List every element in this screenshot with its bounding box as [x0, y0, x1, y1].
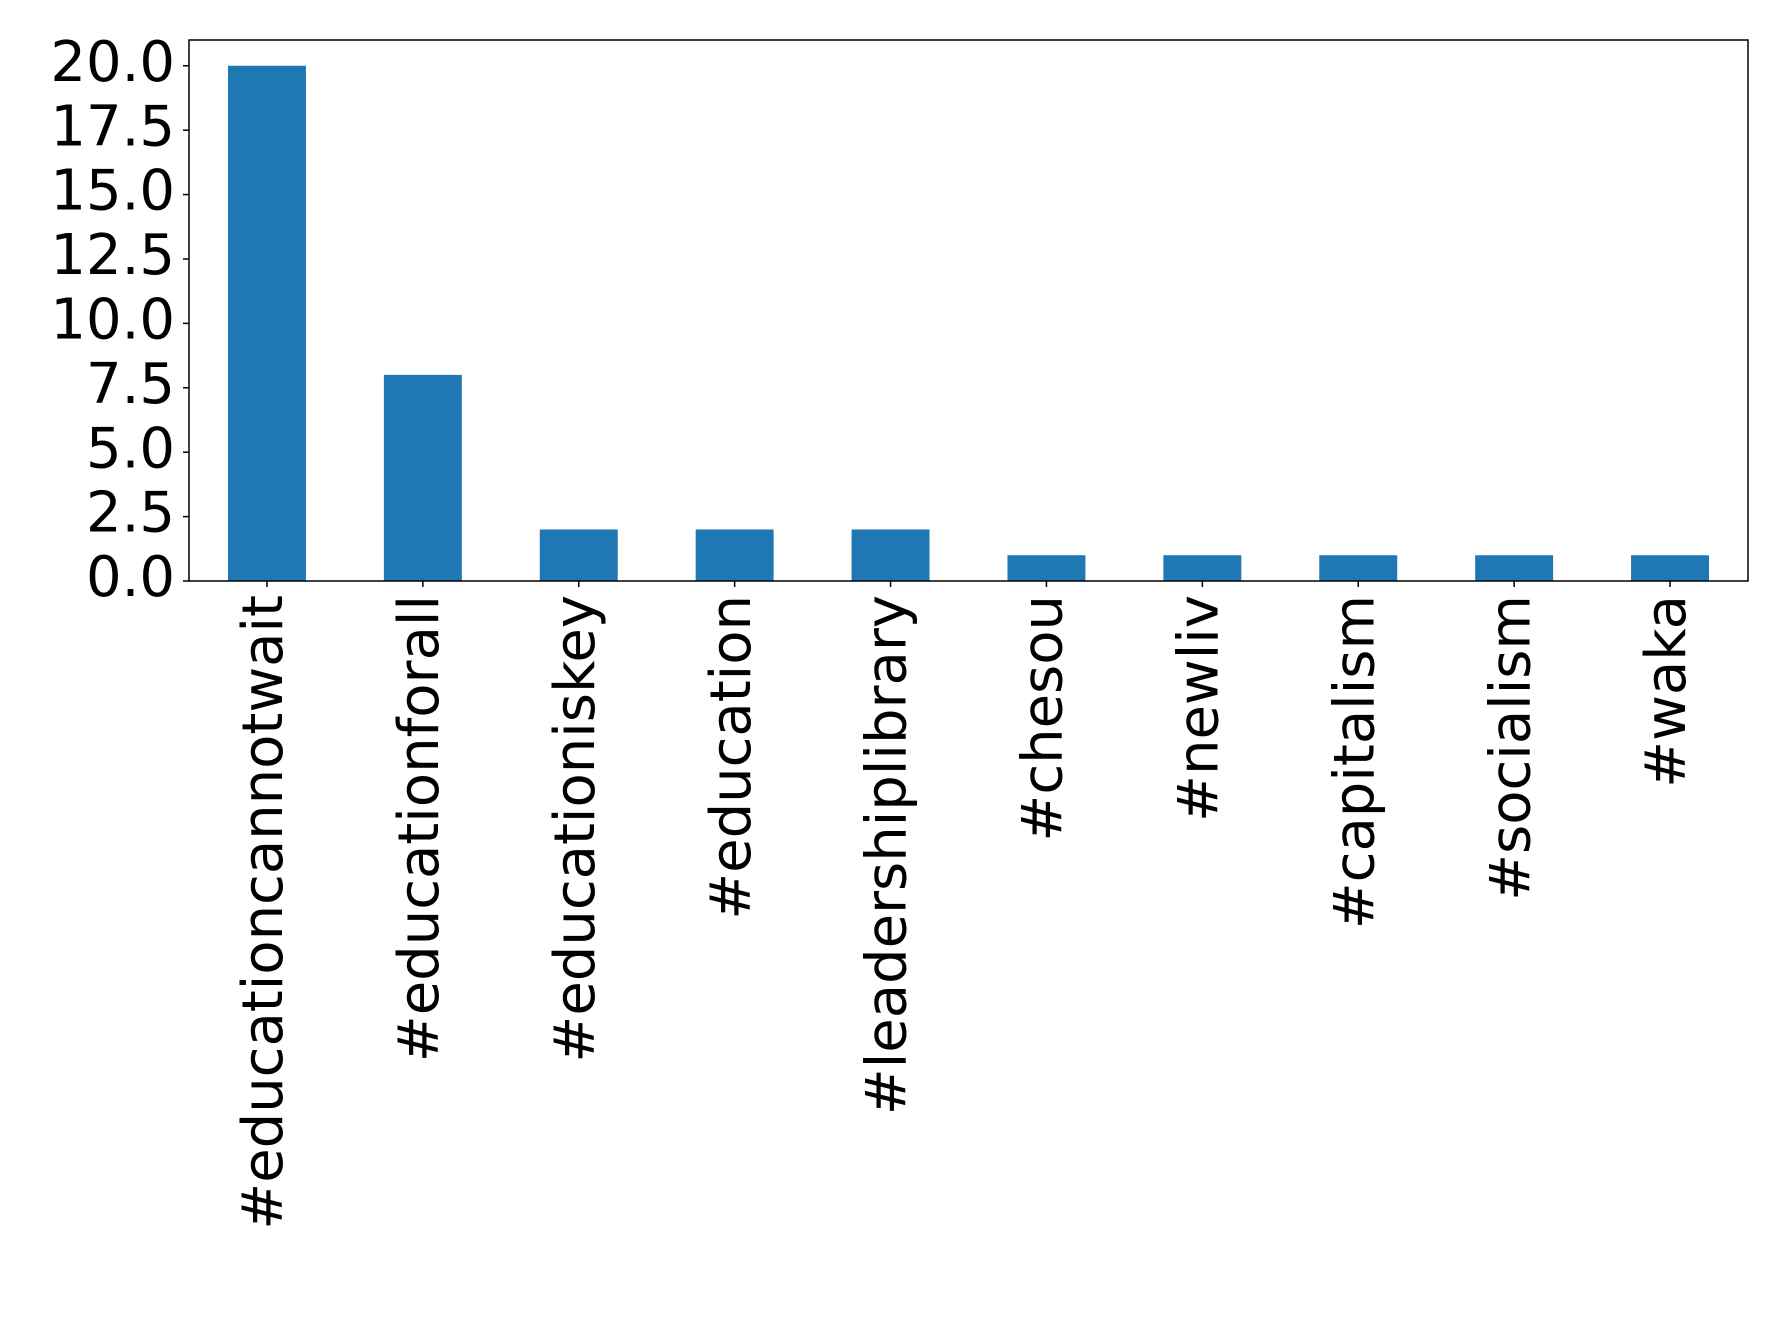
bar: [539, 529, 618, 581]
bar: [695, 529, 774, 581]
y-tick-label: 2.5: [86, 481, 175, 546]
x-tick-label: #education: [699, 595, 764, 920]
x-tick-label: #waka: [1634, 595, 1699, 788]
plot-frame: [188, 39, 1749, 582]
x-tick-label: #leadershiplibrary: [855, 595, 920, 1115]
y-tick-label: 7.5: [86, 352, 175, 417]
x-tick-label: #educationiskey: [543, 595, 608, 1063]
y-tick-label: 10.0: [50, 288, 175, 353]
y-tick-label: 0.0: [86, 545, 175, 610]
y-tick-label: 20.0: [50, 30, 175, 95]
y-tick-label: 12.5: [50, 223, 175, 288]
bar: [383, 374, 462, 581]
x-tick-label: #educationcannotwait: [231, 595, 296, 1230]
bar: [1631, 555, 1710, 581]
y-tick-label: 17.5: [50, 94, 175, 159]
x-tick-label: #socialism: [1478, 595, 1543, 901]
y-tick-label: 5.0: [86, 416, 175, 481]
x-tick-label: #educationforall: [387, 595, 452, 1062]
bar: [1163, 555, 1242, 581]
bar: [227, 65, 306, 581]
bar: [1007, 555, 1086, 581]
bar: [851, 529, 930, 581]
x-tick-label: #chesou: [1011, 595, 1076, 842]
bar: [1319, 555, 1398, 581]
bar: [1475, 555, 1554, 581]
y-tick-label: 15.0: [50, 159, 175, 224]
x-tick-label: #newliv: [1166, 595, 1231, 822]
x-tick-label: #capitalism: [1322, 595, 1387, 929]
